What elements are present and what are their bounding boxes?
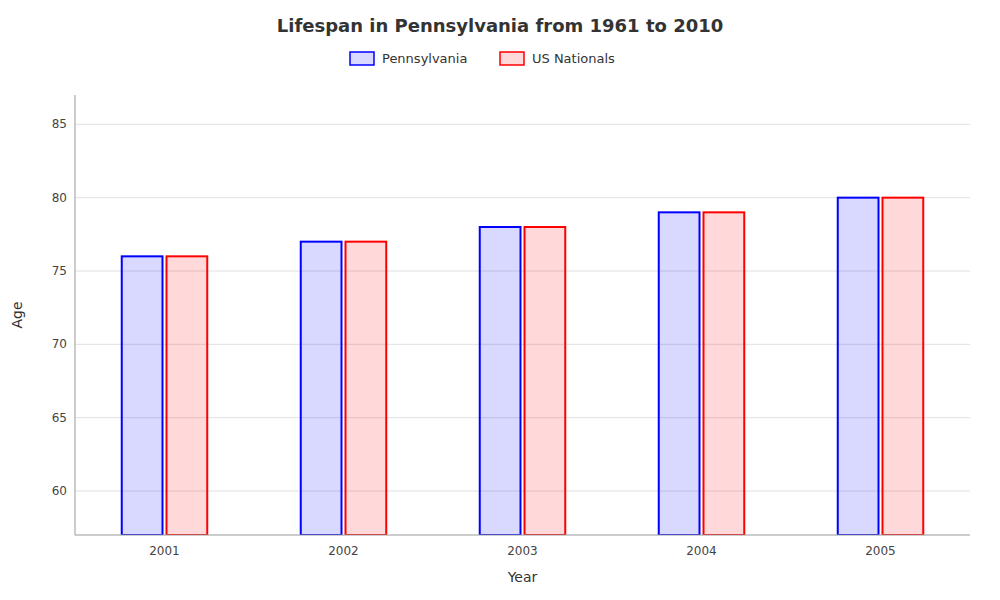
bar <box>301 242 342 535</box>
legend-swatch <box>500 52 524 65</box>
x-tick-label: 2005 <box>865 544 896 558</box>
y-tick-label: 65 <box>52 411 67 425</box>
x-tick-label: 2004 <box>686 544 717 558</box>
bar <box>838 198 879 535</box>
y-tick-label: 60 <box>52 484 67 498</box>
grid-line <box>75 124 970 125</box>
x-tick-label: 2002 <box>328 544 359 558</box>
bar <box>659 212 700 535</box>
y-axis-label: Age <box>9 301 25 328</box>
grid <box>75 124 970 491</box>
grid-line <box>75 344 970 345</box>
chart-container: Lifespan in Pennsylvania from 1961 to 20… <box>0 0 1000 600</box>
bars <box>122 198 924 535</box>
y-tick-label: 75 <box>52 264 67 278</box>
chart: Lifespan in Pennsylvania from 1961 to 20… <box>0 0 1000 600</box>
y-axis-line <box>75 95 76 535</box>
y-tick-label: 70 <box>52 337 67 351</box>
y-tick-label: 80 <box>52 191 67 205</box>
bar <box>346 242 387 535</box>
legend: Pennsylvania US Nationals <box>350 51 615 66</box>
x-axis-label: Year <box>507 569 538 585</box>
bar <box>525 227 566 535</box>
bar <box>167 256 208 535</box>
x-tick-label: 2003 <box>507 544 538 558</box>
grid-line <box>75 271 970 272</box>
bar <box>480 227 521 535</box>
title: Lifespan in Pennsylvania from 1961 to 20… <box>277 15 723 36</box>
bar <box>704 212 745 535</box>
bar <box>122 256 163 535</box>
grid-line <box>75 417 970 418</box>
bar <box>883 198 924 535</box>
y-tick-label: 85 <box>52 117 67 131</box>
legend-swatch <box>350 52 374 65</box>
x-axis-line <box>75 535 970 536</box>
legend-label: US Nationals <box>532 51 615 66</box>
legend-label: Pennsylvania <box>382 51 467 66</box>
grid-line <box>75 491 970 492</box>
grid-line <box>75 197 970 198</box>
x-tick-label: 2001 <box>149 544 180 558</box>
